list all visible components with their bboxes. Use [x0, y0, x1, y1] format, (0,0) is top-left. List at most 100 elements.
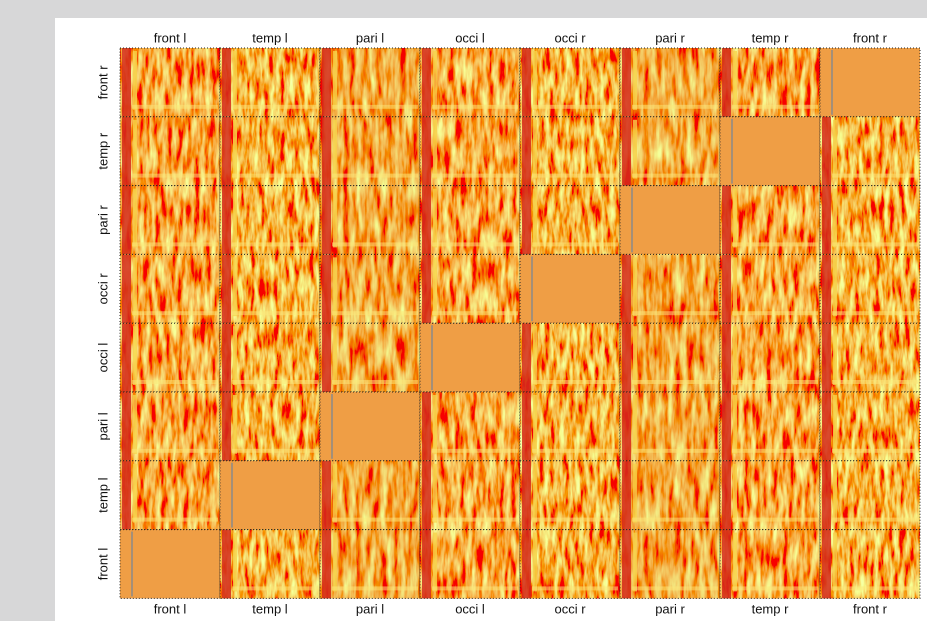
bottom-band — [232, 449, 318, 453]
bottom-band — [332, 105, 418, 109]
column-label-bottom: temp r — [752, 601, 790, 616]
row-label: temp l — [95, 477, 110, 513]
bottom-band — [832, 311, 918, 315]
onset-line — [233, 257, 237, 316]
row-label: pari l — [95, 412, 110, 440]
onset-band — [622, 254, 631, 323]
bottom-band — [132, 174, 218, 178]
onset-line — [533, 326, 537, 385]
diagonal-cell — [520, 254, 620, 323]
column-label-bottom: temp l — [252, 601, 288, 616]
diagonal-cell — [120, 530, 220, 599]
bottom-band — [332, 311, 418, 315]
onset-line — [233, 120, 237, 179]
bottom-band — [132, 311, 218, 315]
onset-line — [633, 51, 637, 110]
row-label: front r — [95, 65, 110, 100]
bottom-band — [432, 311, 518, 315]
onset-band — [622, 530, 631, 599]
onset-line — [433, 533, 437, 592]
diagonal-cell — [820, 48, 920, 117]
onset-line — [833, 395, 837, 454]
onset-line — [233, 326, 237, 385]
onset-line — [533, 464, 537, 523]
onset-line — [433, 51, 437, 110]
onset-band — [322, 461, 331, 530]
onset-line — [633, 533, 637, 592]
bottom-band — [332, 518, 418, 522]
onset-band — [722, 461, 731, 530]
diagonal-cell — [620, 186, 720, 255]
bottom-band — [832, 174, 918, 178]
onset-band — [122, 323, 131, 392]
onset-band — [822, 254, 831, 323]
onset-line — [233, 189, 237, 248]
bottom-band — [832, 586, 918, 590]
bottom-band — [632, 174, 718, 178]
onset-band — [122, 461, 131, 530]
bottom-band — [432, 242, 518, 246]
onset-band — [422, 254, 431, 323]
row-label: pari r — [95, 205, 110, 235]
onset-band — [622, 117, 631, 186]
onset-band — [522, 186, 531, 255]
onset-line — [333, 189, 337, 248]
bottom-band — [732, 311, 818, 315]
onset-line — [433, 257, 437, 316]
onset-band — [122, 117, 131, 186]
onset-band — [622, 392, 631, 461]
row-label: front l — [95, 548, 110, 581]
onset-band — [722, 392, 731, 461]
onset-band — [822, 323, 831, 392]
column-label: occi l — [455, 30, 485, 45]
bottom-band — [232, 105, 318, 109]
row-label: occi l — [95, 343, 110, 373]
bottom-band — [832, 242, 918, 246]
onset-band — [422, 48, 431, 117]
row-label: temp r — [95, 132, 110, 170]
bottom-band — [332, 380, 418, 384]
onset-line — [133, 464, 137, 523]
onset-band — [522, 323, 531, 392]
column-label-bottom: front l — [154, 601, 187, 616]
onset-band — [522, 461, 531, 530]
onset-line — [333, 120, 337, 179]
onset-line — [533, 533, 537, 592]
onset-band — [422, 530, 431, 599]
onset-band — [822, 186, 831, 255]
onset-line — [733, 51, 737, 110]
bottom-band — [532, 242, 618, 246]
onset-line — [333, 257, 337, 316]
bottom-band — [232, 586, 318, 590]
onset-line — [733, 257, 737, 316]
onset-line — [833, 120, 837, 179]
column-label-bottom: front r — [853, 601, 888, 616]
onset-line — [133, 120, 137, 179]
onset-line — [533, 395, 537, 454]
bottom-band — [732, 105, 818, 109]
onset-band — [422, 461, 431, 530]
bottom-band — [432, 518, 518, 522]
onset-line — [233, 395, 237, 454]
bottom-band — [132, 449, 218, 453]
onset-band — [822, 117, 831, 186]
onset-line — [833, 533, 837, 592]
bottom-band — [232, 311, 318, 315]
bottom-band — [232, 174, 318, 178]
onset-band — [222, 323, 231, 392]
column-label: front r — [853, 30, 888, 45]
onset-band — [322, 48, 331, 117]
bottom-band — [632, 380, 718, 384]
onset-band — [522, 117, 531, 186]
onset-line — [633, 257, 637, 316]
bottom-band — [432, 105, 518, 109]
bottom-band — [832, 518, 918, 522]
onset-band — [422, 392, 431, 461]
onset-band — [722, 530, 731, 599]
onset-band — [722, 186, 731, 255]
bottom-band — [432, 586, 518, 590]
onset-line — [133, 257, 137, 316]
onset-line — [733, 395, 737, 454]
onset-band — [222, 186, 231, 255]
bottom-band — [132, 380, 218, 384]
